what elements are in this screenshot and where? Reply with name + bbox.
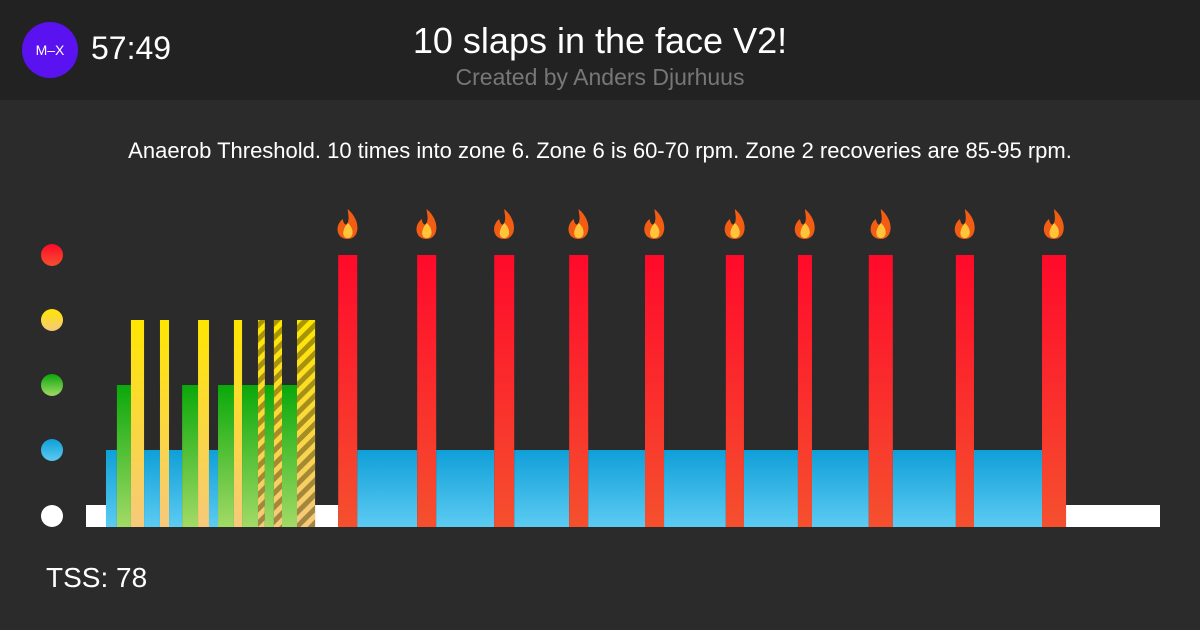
duration: 57:49 [91, 30, 172, 66]
segment [955, 255, 974, 527]
title: 10 slaps in the face V2! [412, 20, 788, 61]
segment [242, 385, 258, 527]
zone-dot [41, 505, 63, 527]
segment [664, 450, 726, 527]
flame-core [650, 223, 660, 238]
flame-core [422, 223, 432, 238]
segment [86, 505, 106, 527]
segment [233, 320, 243, 527]
segment [514, 450, 570, 527]
flame-core [960, 223, 970, 238]
logo[interactable]: M–X [22, 22, 78, 78]
segment [264, 385, 274, 527]
segment [868, 255, 893, 527]
segment [892, 450, 956, 527]
flame-core [574, 223, 584, 238]
segment [436, 450, 495, 527]
segment [144, 450, 160, 527]
segment [315, 505, 339, 527]
segment [743, 450, 798, 527]
segment [282, 385, 297, 527]
flame-core [1049, 223, 1059, 238]
segment [494, 255, 515, 527]
segment [130, 320, 145, 527]
tss: TSS: 78 [46, 562, 148, 593]
segment-stripes [257, 320, 265, 527]
segment [569, 255, 589, 527]
zone-dot [41, 374, 63, 396]
segment [588, 450, 646, 527]
segment-stripes [296, 320, 316, 527]
segment [198, 320, 209, 527]
flame-core [730, 223, 740, 238]
segment [725, 255, 744, 527]
segment [218, 385, 234, 527]
segment [797, 255, 812, 527]
segment [105, 450, 117, 527]
segment [116, 385, 131, 527]
segment [159, 320, 170, 527]
segment [417, 255, 437, 527]
segment [645, 255, 665, 527]
flame-core [499, 223, 510, 238]
segment [811, 450, 869, 527]
segment [208, 450, 219, 527]
flame-core [800, 223, 810, 238]
header: M–X 57:49 10 slaps in the face V2! Creat… [0, 0, 1200, 100]
segment [357, 450, 418, 527]
segment [169, 450, 183, 527]
zone-dot [41, 309, 63, 331]
description: Anaerob Threshold. 10 times into zone 6.… [128, 138, 1072, 163]
flame-core [876, 223, 886, 238]
zone-dot [41, 244, 63, 266]
flame-core [343, 223, 353, 238]
segment [182, 385, 199, 527]
segment [973, 450, 1043, 527]
segment [1042, 255, 1067, 527]
zone-dot [41, 439, 63, 461]
subtitle: Created by Anders Djurhuus [455, 64, 745, 90]
segment-stripes [273, 320, 283, 527]
segment [338, 255, 358, 527]
segment [1066, 505, 1160, 527]
